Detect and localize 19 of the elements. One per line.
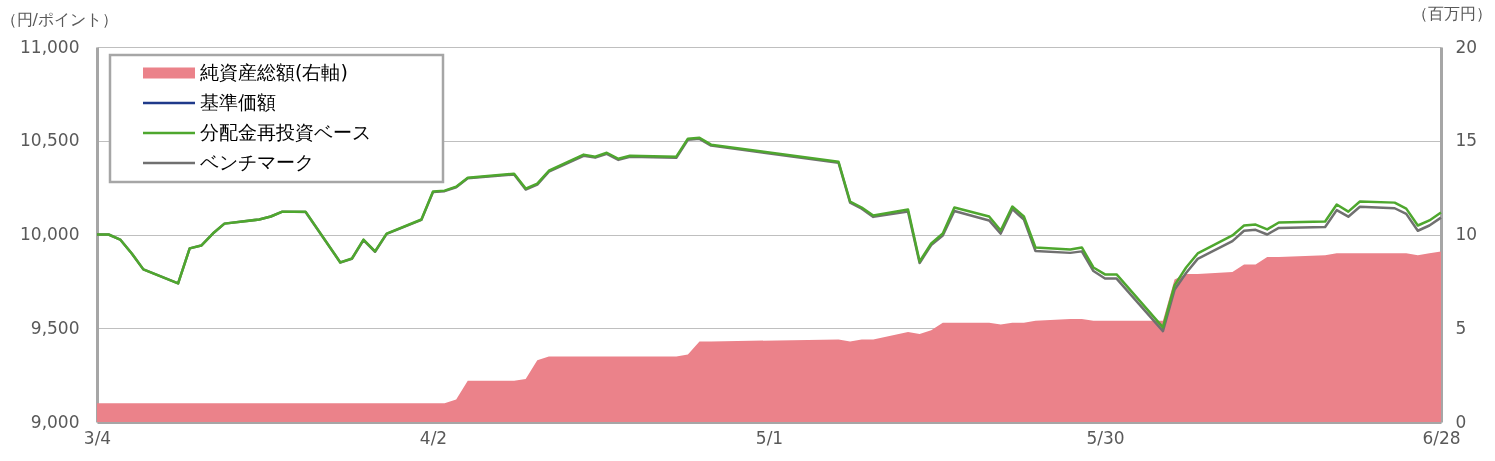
y-axis-title: （円/ポイント） (0, 9, 118, 29)
legend-label: ベンチマーク (200, 151, 314, 173)
y2-tick-label: 20 (1455, 36, 1478, 57)
x-tick-label: 5/1 (755, 427, 784, 448)
legend-label: 分配金再投資ベース (200, 121, 371, 143)
legend-label: 基準価額 (200, 91, 276, 113)
y2-tick-label: 15 (1455, 130, 1478, 151)
x-tick-label: 4/2 (419, 427, 448, 448)
x-tick-label: 3/4 (83, 427, 112, 448)
y-tick-label: 10,500 (20, 130, 80, 151)
legend-label: 純資産総額(右軸) (200, 61, 348, 83)
y-tick-label: 9,500 (30, 317, 80, 338)
y-tick-label: 9,000 (30, 411, 80, 432)
x-tick-label: 5/30 (1086, 427, 1125, 448)
y2-tick-label: 10 (1455, 224, 1478, 244)
y2-tick-label: 5 (1455, 317, 1467, 338)
y2-axis-title: （百万円） (1411, 3, 1492, 23)
y-tick-label: 11,000 (20, 36, 80, 57)
y-tick-label: 10,000 (20, 224, 80, 244)
